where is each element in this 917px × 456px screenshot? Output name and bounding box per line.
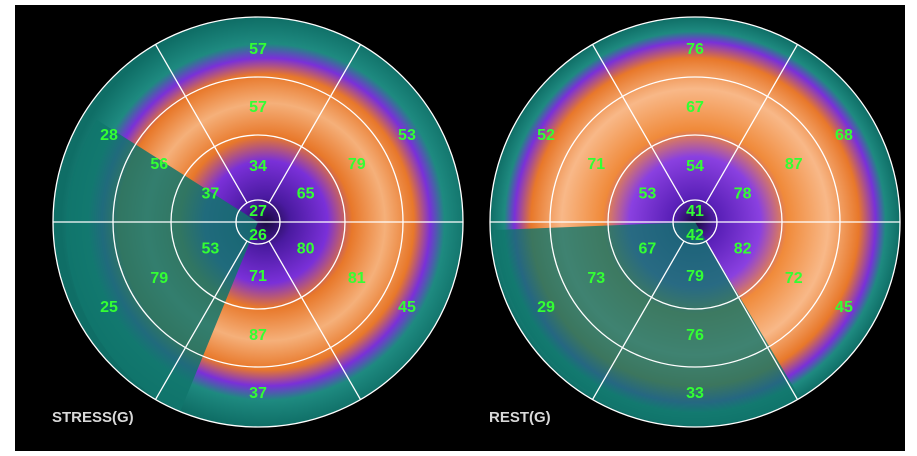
segment-value: 53 xyxy=(201,241,219,258)
map-label: REST(G) xyxy=(489,409,551,426)
segment-value: 80 xyxy=(297,241,315,258)
segment-value: 79 xyxy=(348,156,366,173)
map-label: STRESS(G) xyxy=(52,409,134,426)
segment-value: 78 xyxy=(734,186,752,203)
segment-value: 79 xyxy=(686,268,704,285)
segment-value: 37 xyxy=(249,385,267,402)
segment-value: 65 xyxy=(297,186,315,203)
polar-maps: 27 26 34 65 80 71 53 37 57 79 81 87 79 56 57 53 45 37 25 28… xyxy=(0,0,917,456)
segment-value: 87 xyxy=(249,327,267,344)
segment-value: 71 xyxy=(249,268,267,285)
segment-value: 28 xyxy=(100,127,118,144)
segment-value: 67 xyxy=(686,99,704,116)
segment-value: 33 xyxy=(686,385,704,402)
segment-value: 45 xyxy=(835,299,853,316)
segment-value: 54 xyxy=(686,158,704,175)
segment-value: 45 xyxy=(398,299,416,316)
segment-value: 68 xyxy=(835,127,853,144)
segment-value: 76 xyxy=(686,41,704,58)
segment-value: 76 xyxy=(686,327,704,344)
segment-value: 25 xyxy=(100,299,118,316)
segment-value: 53 xyxy=(398,127,416,144)
segment-value: 79 xyxy=(150,270,168,287)
segment-value: 41 xyxy=(686,203,704,220)
segment-value: 71 xyxy=(587,156,605,173)
segment-value: 57 xyxy=(249,99,267,116)
segment-value: 82 xyxy=(734,241,752,258)
segment-value: 87 xyxy=(785,156,803,173)
segment-value: 57 xyxy=(249,41,267,58)
segment-value: 52 xyxy=(537,127,555,144)
segment-value: 26 xyxy=(249,227,267,244)
segment-value: 29 xyxy=(537,299,555,316)
segment-value: 34 xyxy=(249,158,267,175)
segment-value: 56 xyxy=(150,156,168,173)
segment-value: 81 xyxy=(348,270,366,287)
segment-value: 73 xyxy=(587,270,605,287)
segment-value: 42 xyxy=(686,227,704,244)
segment-value: 72 xyxy=(785,270,803,287)
segment-value: 37 xyxy=(201,186,219,203)
segment-value: 67 xyxy=(638,241,656,258)
segment-value: 27 xyxy=(249,203,267,220)
segment-value: 53 xyxy=(638,186,656,203)
